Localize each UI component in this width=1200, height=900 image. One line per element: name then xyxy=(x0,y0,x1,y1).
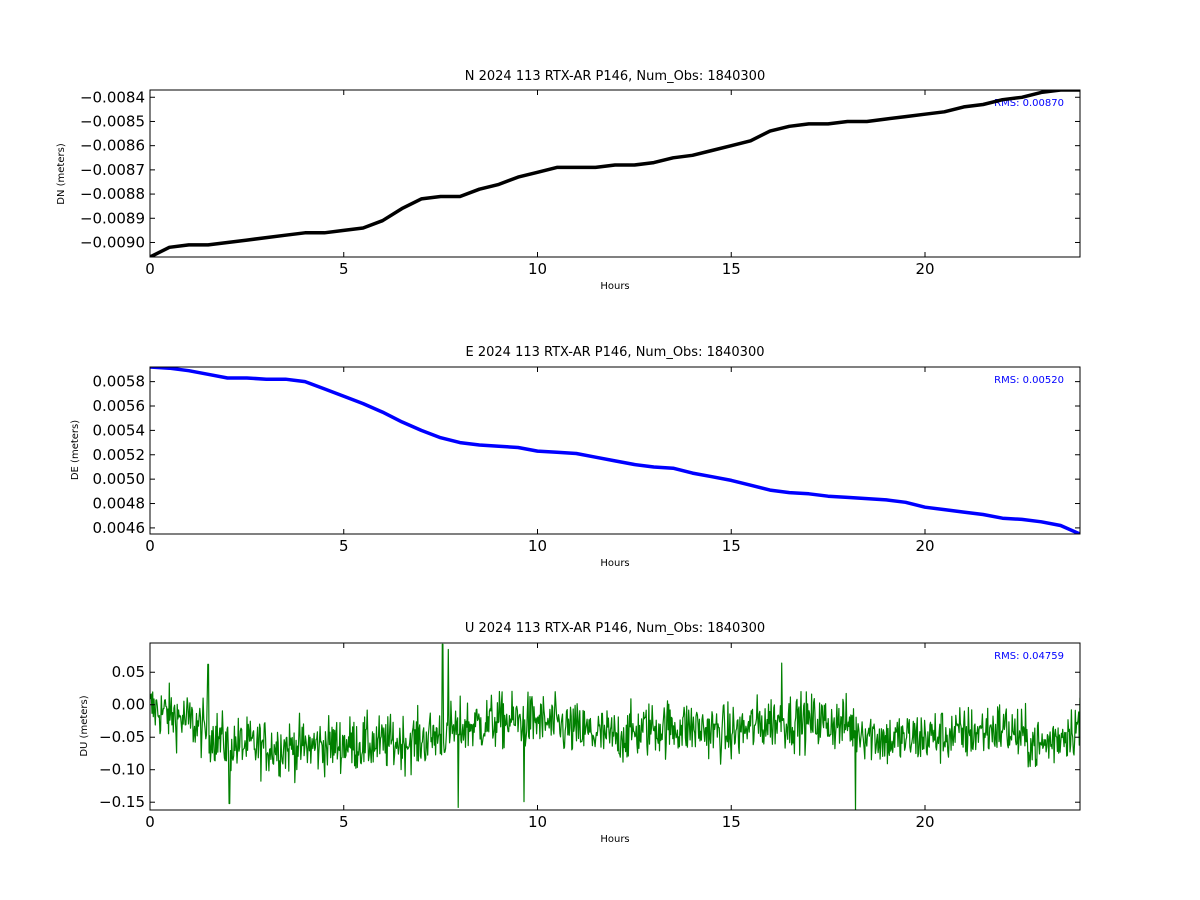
north-ytick-label: −0.0085 xyxy=(80,112,145,130)
north-ytick-label: −0.0087 xyxy=(80,161,145,179)
east-panel: E 2024 113 RTX-AR P146, Num_Obs: 1840300… xyxy=(70,345,1081,569)
east-xtick-label: 0 xyxy=(145,537,155,555)
east-ytick-label: 0.0052 xyxy=(93,446,146,464)
north-xtick-label: 10 xyxy=(528,260,547,278)
east-ytick-label: 0.0048 xyxy=(93,495,146,513)
east-ytick-label: 0.0054 xyxy=(93,421,146,439)
north-xtick-label: 5 xyxy=(339,260,349,278)
up-axes-frame xyxy=(149,642,1081,811)
north-ytick-label: −0.0089 xyxy=(80,209,145,227)
east-xtick-label: 20 xyxy=(915,537,934,555)
east-title: E 2024 113 RTX-AR P146, Num_Obs: 1840300 xyxy=(466,345,765,360)
east-rms-annotation: RMS: 0.00520 xyxy=(994,375,1064,386)
east-series-line xyxy=(150,367,1080,534)
north-xtick-label: 0 xyxy=(145,260,155,278)
up-xtick-label: 0 xyxy=(145,813,155,831)
north-ytick-label: −0.0090 xyxy=(80,233,145,251)
east-xlabel: Hours xyxy=(600,558,629,569)
north-xlabel: Hours xyxy=(600,281,629,292)
east-ytick-label: 0.0046 xyxy=(93,519,146,537)
north-panel: N 2024 113 RTX-AR P146, Num_Obs: 1840300… xyxy=(56,69,1081,292)
north-ytick-label: −0.0084 xyxy=(80,88,145,106)
east-axes-frame xyxy=(149,366,1081,535)
up-ytick-label: 0.00 xyxy=(112,696,145,714)
north-xtick-label: 20 xyxy=(915,260,934,278)
up-panel: U 2024 113 RTX-AR P146, Num_Obs: 1840300… xyxy=(79,621,1081,845)
north-ytick-label: −0.0086 xyxy=(80,137,145,155)
north-series-line xyxy=(150,90,1080,257)
east-ytick-label: 0.0050 xyxy=(93,470,146,488)
east-ytick-label: 0.0058 xyxy=(93,373,146,391)
up-series-line xyxy=(150,643,1080,810)
up-ytick-label: −0.15 xyxy=(99,793,145,811)
east-xtick-label: 10 xyxy=(528,537,547,555)
up-xlabel: Hours xyxy=(600,834,629,845)
north-ytick-label: −0.0088 xyxy=(80,185,145,203)
up-rms-annotation: RMS: 0.04759 xyxy=(994,651,1064,662)
east-xtick-label: 5 xyxy=(339,537,349,555)
up-title: U 2024 113 RTX-AR P146, Num_Obs: 1840300 xyxy=(465,621,765,636)
up-ytick-label: −0.10 xyxy=(99,761,145,779)
up-xtick-label: 10 xyxy=(528,813,547,831)
up-ytick-label: −0.05 xyxy=(99,728,145,746)
east-ylabel: DE (meters) xyxy=(70,420,81,480)
north-rms-annotation: RMS: 0.00870 xyxy=(994,98,1064,109)
up-ylabel: DU (meters) xyxy=(79,695,90,756)
north-axes-frame xyxy=(149,89,1081,258)
up-xtick-label: 15 xyxy=(722,813,741,831)
up-xtick-label: 20 xyxy=(915,813,934,831)
east-xtick-label: 15 xyxy=(722,537,741,555)
north-xtick-label: 15 xyxy=(722,260,741,278)
up-xtick-label: 5 xyxy=(339,813,349,831)
up-ytick-label: 0.05 xyxy=(112,663,145,681)
north-title: N 2024 113 RTX-AR P146, Num_Obs: 1840300 xyxy=(465,69,765,84)
north-ylabel: DN (meters) xyxy=(56,143,67,205)
east-ytick-label: 0.0056 xyxy=(93,397,146,415)
